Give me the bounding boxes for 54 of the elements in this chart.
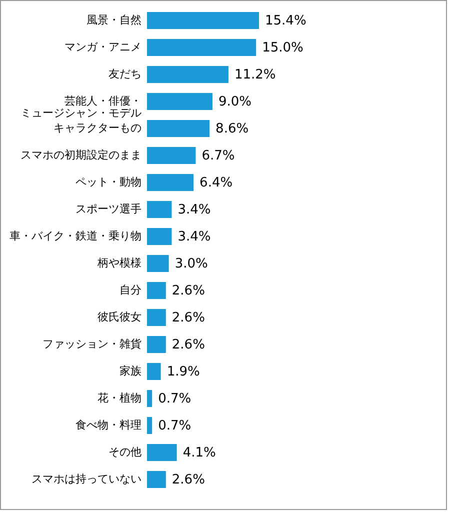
y-tick-label: 家族 [120,364,142,378]
data-label: 11.2% [234,68,276,82]
bar [147,363,161,380]
bar [147,444,177,461]
y-tick-label: 芸能人・俳優・ミュージシャン・モデル [20,94,142,120]
y-tick-label: キャラクターもの [54,122,142,134]
bar [147,309,166,326]
data-label: 15.4% [265,14,306,28]
data-label: 15.0% [262,40,304,56]
y-tick-label: 食べ物・料理 [76,418,142,432]
y-tick-label: 彼氏彼女 [98,310,142,324]
data-label: 6.7% [202,148,235,164]
y-tick-label: 風景・自然 [86,14,142,26]
data-label: 9.0% [218,94,252,110]
y-tick-label: ファッション・雑貨 [42,338,142,350]
data-label: 8.6% [216,122,249,136]
bar [147,147,196,164]
data-label: 2.6% [172,284,205,298]
y-tick-label: スマホは持っていない [32,472,142,486]
y-tick-label: 車・バイク・鉄道・乗り物 [10,230,142,242]
data-label: 2.6% [172,472,205,488]
y-tick-label: スマホの初期設定のまま [20,148,142,162]
y-tick-label: スポーツ選手 [76,202,142,216]
y-tick-label: 自分 [120,284,142,296]
bar [147,255,169,272]
bar [147,93,212,110]
bar [147,228,172,245]
data-label: 6.4% [200,176,233,190]
y-tick-label: その他 [108,446,142,458]
bar [147,120,210,137]
bar [147,282,166,299]
y-tick-label: 花・植物 [98,392,142,404]
bar [147,417,152,434]
y-tick-label: 柄や模様 [96,256,142,270]
data-label: 2.6% [172,310,205,326]
y-tick-label: ペット・動物 [76,176,142,188]
y-tick-label: 友だち [108,68,142,80]
data-label: 3.0% [174,256,208,272]
bar [147,66,228,83]
data-label: 4.1% [182,446,216,460]
y-tick-label: マンガ・アニメ [64,40,142,54]
data-label: 3.4% [178,202,211,218]
bar [147,471,166,488]
data-label: 0.7% [158,392,192,406]
bar [147,201,172,218]
bar [147,39,256,56]
bar [147,174,194,191]
bar [147,390,152,407]
data-label: 1.9% [166,364,200,380]
data-label: 0.7% [158,418,192,434]
data-label: 3.4% [178,230,211,244]
data-label: 2.6% [172,338,205,352]
bar [147,336,166,353]
bar [147,12,259,29]
